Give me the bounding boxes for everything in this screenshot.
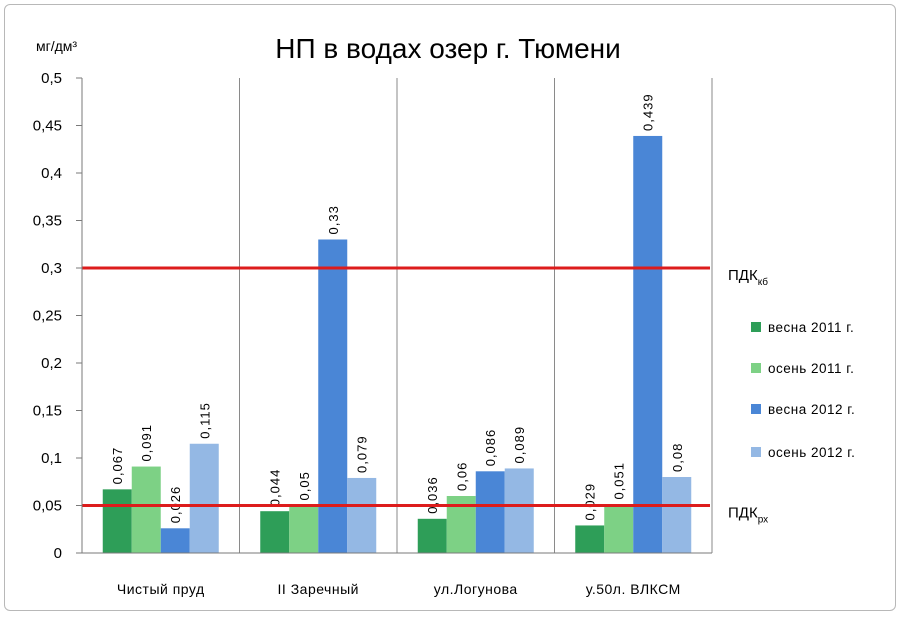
y-tick-label: 0,4 xyxy=(41,165,62,182)
axes xyxy=(76,77,712,554)
legend: весна 2011 г. осень 2011 г. весна 2012 г. о… xyxy=(751,320,855,460)
y-tick-label: 0 xyxy=(54,545,62,562)
data-label: 0,036 xyxy=(425,476,440,514)
legend-swatch xyxy=(751,363,761,373)
category-label: Чистый пруд xyxy=(117,581,205,597)
bar xyxy=(575,525,605,553)
bar xyxy=(633,135,663,553)
legend-swatch xyxy=(751,322,761,332)
bars xyxy=(102,135,692,553)
y-tick-labels: 0 0,05 0,1 0,15 0,2 0,25 0,3 0,35 0,4 0,45 0,5 xyxy=(33,70,62,562)
legend-label: осень 2012 г. xyxy=(768,445,855,460)
bar xyxy=(604,504,634,553)
data-label: 0,115 xyxy=(197,402,212,439)
category-label: ул.Логунова xyxy=(434,581,518,597)
data-label: 0,05 xyxy=(297,471,312,500)
category-grid xyxy=(239,78,713,553)
bar xyxy=(260,511,290,553)
y-tick-label: 0,35 xyxy=(33,213,62,230)
data-label: 0,079 xyxy=(355,435,370,473)
bar xyxy=(131,466,161,553)
y-tick-label: 0,25 xyxy=(33,308,62,325)
y-tick-label: 0,3 xyxy=(41,260,62,277)
data-label: 0,051 xyxy=(612,462,627,500)
data-label: 0,06 xyxy=(454,462,469,491)
legend-item: осень 2012 г. xyxy=(751,445,855,460)
y-axis-unit: мг/дм³ xyxy=(36,38,77,54)
reference-label: ПДКкб xyxy=(728,267,768,288)
y-tick-label: 0,1 xyxy=(41,450,62,467)
reference-lines: ПДКкб ПДКрх xyxy=(82,266,768,526)
chart-title: НП в водах озер г. Тюмени xyxy=(275,33,621,64)
bar xyxy=(347,477,377,553)
y-tick-label: 0,15 xyxy=(33,403,62,420)
data-label: 0,029 xyxy=(583,483,598,521)
data-label: 0,089 xyxy=(512,426,527,464)
y-tick-label: 0,45 xyxy=(33,118,62,135)
category-label: у.50л. ВЛКСМ xyxy=(586,581,681,597)
legend-swatch xyxy=(751,404,761,414)
legend-item: осень 2011 г. xyxy=(751,361,854,376)
data-label: 0,044 xyxy=(268,469,283,507)
data-label: 0,08 xyxy=(670,443,685,472)
bar xyxy=(102,489,132,553)
bar xyxy=(289,505,319,553)
bar xyxy=(475,471,505,553)
legend-item: весна 2011 г. xyxy=(751,320,854,335)
bar xyxy=(189,443,219,553)
category-label: II Заречный xyxy=(278,581,359,597)
data-label: 0,086 xyxy=(483,429,498,467)
y-tick-label: 0,5 xyxy=(41,70,62,87)
data-labels: 0,0670,0910,0260,1150,0440,050,330,0790,… xyxy=(110,93,685,523)
y-tick-label: 0,05 xyxy=(33,498,62,515)
bar xyxy=(417,518,447,553)
legend-label: весна 2011 г. xyxy=(768,320,854,335)
data-label: 0,439 xyxy=(641,93,656,131)
y-tick-label: 0,2 xyxy=(41,355,62,372)
data-label: 0,33 xyxy=(326,205,341,234)
bar xyxy=(160,528,190,553)
bar xyxy=(662,477,692,553)
data-label: 0,091 xyxy=(139,424,154,462)
legend-item: весна 2012 г. xyxy=(751,402,855,417)
legend-swatch xyxy=(751,447,761,457)
reference-label: ПДКрх xyxy=(728,505,768,526)
legend-label: осень 2011 г. xyxy=(768,361,854,376)
data-label: 0,067 xyxy=(110,447,125,485)
legend-label: весна 2012 г. xyxy=(768,402,855,417)
category-labels: Чистый пруд II Заречный ул.Логунова у.50л. … xyxy=(117,581,681,597)
bar xyxy=(504,468,534,553)
bar xyxy=(318,239,348,553)
